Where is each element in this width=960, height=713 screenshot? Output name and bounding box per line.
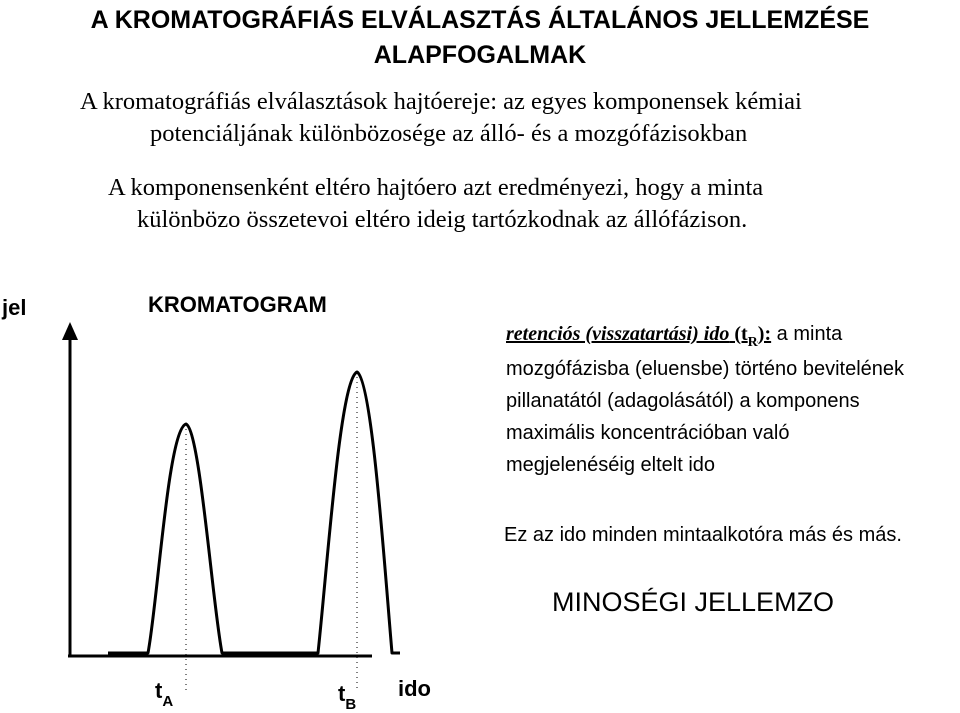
chromatogram-title: KROMATOGRAM <box>148 292 327 317</box>
slide-title-line1: A KROMATOGRÁFIÁS ELVÁLASZTÁS ÁLTALÁNOS J… <box>90 6 870 34</box>
intro-p1-line2: potenciáljának különbözosége az álló- és… <box>150 120 748 147</box>
peak-a-t: t <box>155 678 163 703</box>
slide-title-line2: ALAPFOGALMAK <box>373 41 587 69</box>
peak-b-t: t <box>338 681 346 706</box>
definition-line5: megjelenéséig eltelt ido <box>506 454 716 476</box>
intro-p2-line2: különbözo összetevoi eltéro ideig tartóz… <box>137 206 748 233</box>
definition-line4: maximális koncentrációban való <box>506 422 790 444</box>
retention-note: Ez az ido minden mintaalkotóra más és má… <box>504 524 902 546</box>
definition-text-1: a minta <box>771 323 843 345</box>
y-axis-label: jel <box>2 295 27 320</box>
definition-line2: mozgófázisba (eluensbe) történo bevitelé… <box>506 358 905 380</box>
definition-line3: pillanatától (adagolásától) a komponens <box>506 390 860 412</box>
peak-a-time-label: tA <box>155 678 173 710</box>
intro-p1-line1: A kromatográfiás elválasztások hajtóerej… <box>80 88 802 115</box>
retention-time-definition: retenciós (visszatartási) ido (tR): a mi… <box>506 318 904 481</box>
peak-b-time-label: tB <box>338 681 356 713</box>
definition-term: retenciós (visszatartási) ido <box>506 323 730 345</box>
x-axis-label: ido <box>398 676 431 701</box>
peak-b-sub: B <box>345 696 357 713</box>
symbol-close: ): <box>757 323 772 345</box>
symbol-sub: R <box>747 335 758 350</box>
definition-symbol: (tR): <box>729 323 772 350</box>
intro-paragraph-1: A kromatográfiás elválasztások hajtóerej… <box>80 86 802 150</box>
quality-characteristic: MINOSÉGI JELLEMZO <box>552 587 835 617</box>
chromatogram-trace <box>108 370 400 655</box>
intro-p2-line1: A komponensenként eltéro hajtóero azt er… <box>108 174 764 201</box>
definition-line1: retenciós (visszatartási) ido (tR): a mi… <box>506 318 904 353</box>
symbol-open: (t <box>729 323 748 345</box>
intro-paragraph-2: A komponensenként eltéro hajtóero azt er… <box>108 172 763 236</box>
peak-a-sub: A <box>162 693 174 710</box>
y-axis-arrow-icon <box>62 322 78 340</box>
